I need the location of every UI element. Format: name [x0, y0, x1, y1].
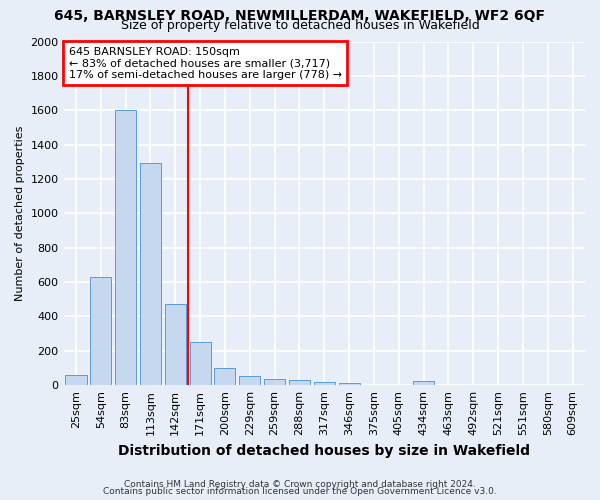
- Text: Size of property relative to detached houses in Wakefield: Size of property relative to detached ho…: [121, 19, 479, 32]
- Bar: [239, 376, 260, 385]
- Bar: [314, 382, 335, 385]
- Bar: [140, 162, 161, 385]
- Text: Contains HM Land Registry data © Crown copyright and database right 2024.: Contains HM Land Registry data © Crown c…: [124, 480, 476, 489]
- Bar: [264, 379, 285, 385]
- Bar: [165, 304, 186, 385]
- Bar: [338, 382, 359, 385]
- Bar: [413, 381, 434, 385]
- Text: Contains public sector information licensed under the Open Government Licence v3: Contains public sector information licen…: [103, 487, 497, 496]
- Y-axis label: Number of detached properties: Number of detached properties: [15, 126, 25, 301]
- Text: 645, BARNSLEY ROAD, NEWMILLERDAM, WAKEFIELD, WF2 6QF: 645, BARNSLEY ROAD, NEWMILLERDAM, WAKEFI…: [55, 9, 545, 23]
- Bar: [214, 368, 235, 385]
- Bar: [190, 342, 211, 385]
- X-axis label: Distribution of detached houses by size in Wakefield: Distribution of detached houses by size …: [118, 444, 530, 458]
- Bar: [90, 277, 112, 385]
- Bar: [65, 374, 86, 385]
- Bar: [289, 380, 310, 385]
- Bar: [115, 110, 136, 385]
- Text: 645 BARNSLEY ROAD: 150sqm
← 83% of detached houses are smaller (3,717)
17% of se: 645 BARNSLEY ROAD: 150sqm ← 83% of detac…: [69, 46, 342, 80]
